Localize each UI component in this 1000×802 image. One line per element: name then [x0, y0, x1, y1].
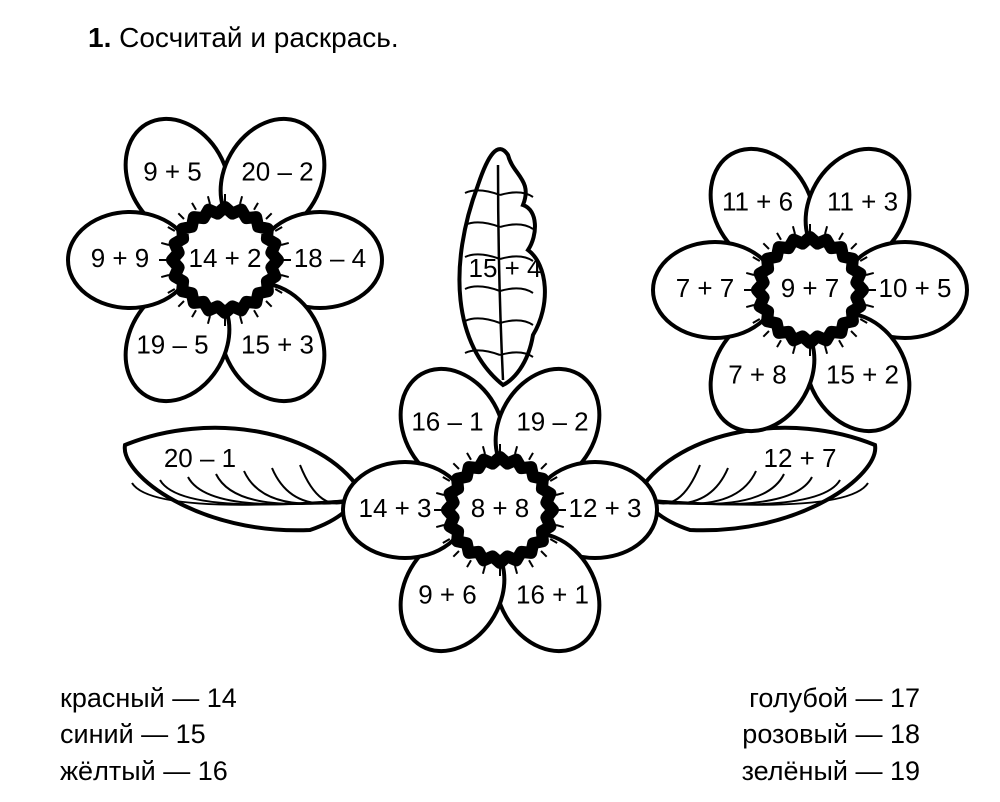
- svg-text:15 + 2: 15 + 2: [826, 359, 899, 389]
- svg-text:9 + 5: 9 + 5: [143, 156, 202, 186]
- svg-text:11 + 3: 11 + 3: [827, 186, 898, 216]
- svg-text:11 + 6: 11 + 6: [722, 186, 793, 216]
- svg-text:14 + 2: 14 + 2: [188, 243, 261, 273]
- svg-text:20 – 1: 20 – 1: [164, 443, 236, 473]
- legend-item: красный — 14: [60, 680, 237, 716]
- svg-text:15 + 4: 15 + 4: [468, 253, 541, 283]
- svg-text:12 + 7: 12 + 7: [763, 443, 836, 473]
- legend-left: красный — 14 синий — 15 жёлтый — 16: [60, 680, 237, 789]
- legend-item: жёлтый — 16: [60, 753, 237, 789]
- svg-text:19 – 2: 19 – 2: [516, 406, 588, 436]
- svg-text:16 – 1: 16 – 1: [411, 406, 483, 436]
- svg-text:12 + 3: 12 + 3: [568, 493, 641, 523]
- legend-item: голубой — 17: [742, 680, 920, 716]
- svg-text:18 – 4: 18 – 4: [294, 243, 366, 273]
- svg-text:9 + 7: 9 + 7: [781, 273, 840, 303]
- legend-right: голубой — 17 розовый — 18 зелёный — 19: [742, 680, 920, 789]
- svg-text:9 + 6: 9 + 6: [418, 579, 477, 609]
- svg-text:8 + 8: 8 + 8: [471, 493, 530, 523]
- legend-item: зелёный — 19: [742, 753, 920, 789]
- svg-text:20 – 2: 20 – 2: [241, 156, 313, 186]
- svg-text:16 + 1: 16 + 1: [516, 579, 589, 609]
- svg-text:14 + 3: 14 + 3: [358, 493, 431, 523]
- legend-item: синий — 15: [60, 716, 237, 752]
- legend-item: розовый — 18: [742, 716, 920, 752]
- svg-text:19 – 5: 19 – 5: [136, 329, 208, 359]
- svg-text:7 + 7: 7 + 7: [676, 273, 735, 303]
- svg-text:7 + 8: 7 + 8: [728, 359, 787, 389]
- svg-text:9 + 9: 9 + 9: [91, 243, 150, 273]
- svg-text:10 + 5: 10 + 5: [878, 273, 951, 303]
- svg-text:15 + 3: 15 + 3: [241, 329, 314, 359]
